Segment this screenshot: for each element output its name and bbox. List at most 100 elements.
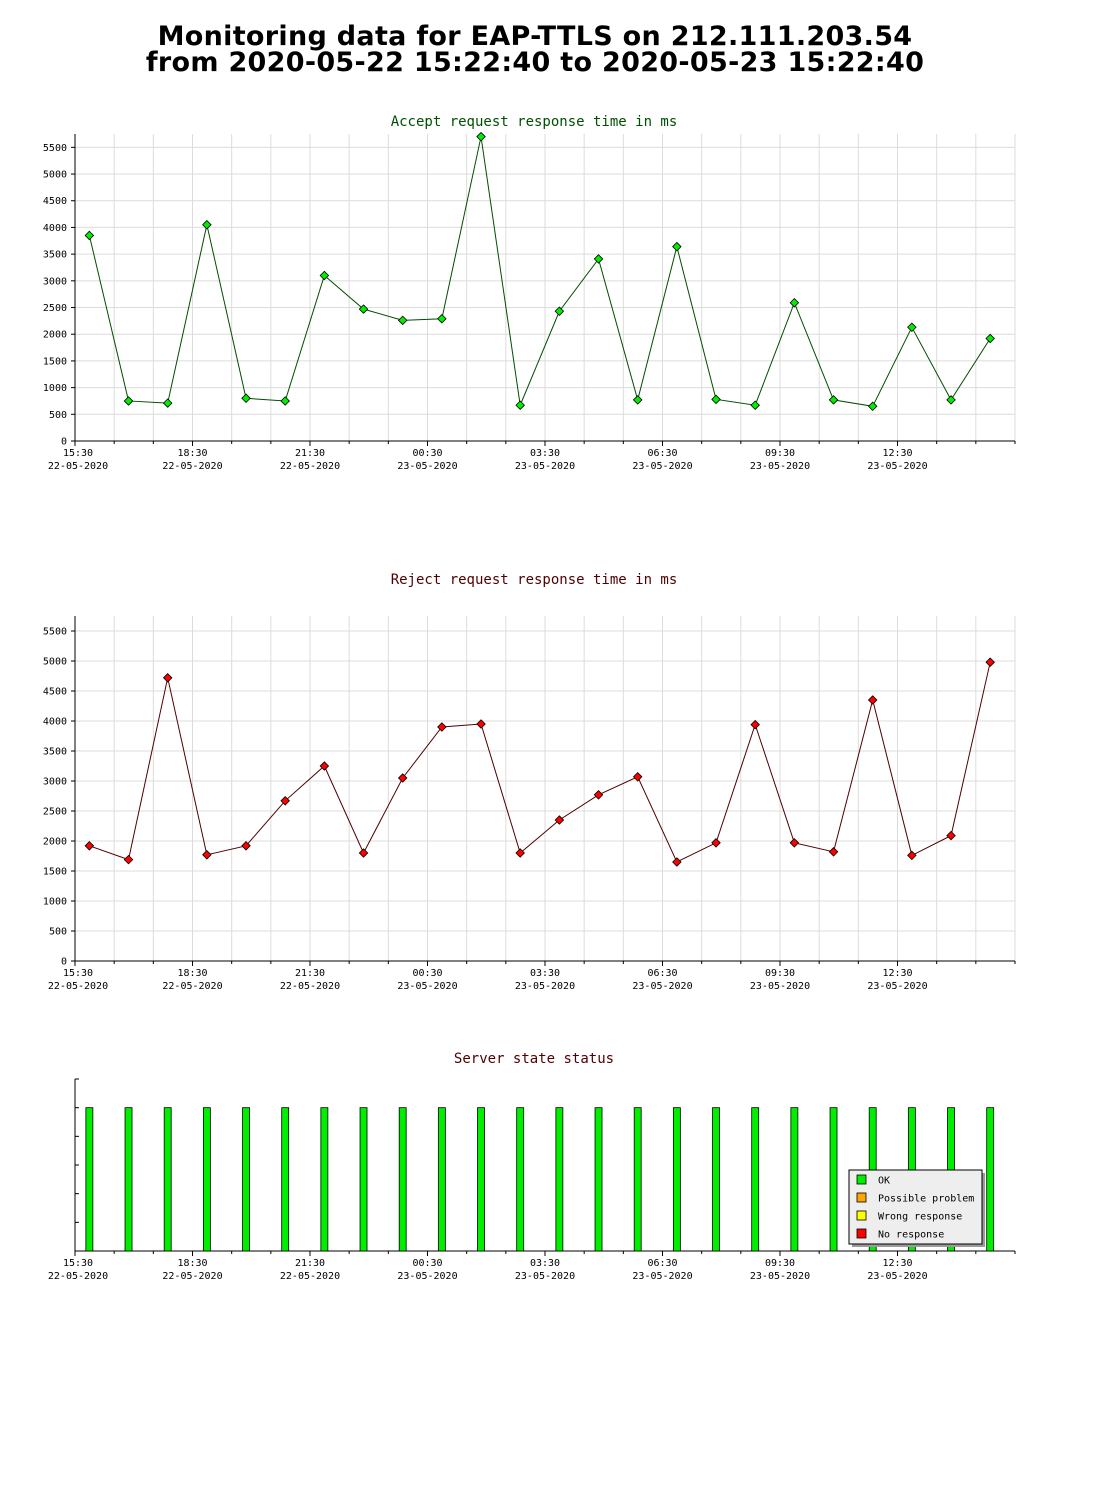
status-bar (124, 1107, 133, 1252)
y-tick-label: 0 (61, 437, 67, 448)
data-point (554, 815, 565, 825)
y-tick-label: 1500 (43, 356, 67, 367)
x-tick-time-label: 09:30 (765, 1258, 795, 1269)
y-tick-label: 2000 (43, 837, 67, 848)
x-tick-date-label: 23-05-2020 (515, 461, 575, 472)
x-tick-date-label: 23-05-2020 (867, 981, 927, 992)
data-point (84, 841, 95, 851)
data-point (515, 400, 525, 410)
chart-title: Server state status (454, 1051, 614, 1067)
data-point (319, 270, 330, 281)
x-tick-time-label: 00:30 (412, 448, 442, 459)
status-bar (672, 1107, 681, 1252)
x-tick-time-label: 00:30 (412, 968, 442, 979)
legend-label: OK (878, 1176, 890, 1187)
x-tick-time-label: 09:30 (765, 968, 795, 979)
x-tick-date-label: 22-05-2020 (48, 461, 108, 472)
y-tick-label: 2500 (43, 807, 67, 818)
x-tick-date-label: 23-05-2020 (632, 981, 692, 992)
x-tick-time-label: 15:30 (63, 448, 93, 459)
status-bar (986, 1107, 995, 1252)
data-point (476, 719, 486, 729)
x-tick-time-label: 06:30 (647, 968, 677, 979)
data-point (593, 790, 604, 800)
y-tick-label: 1000 (43, 897, 67, 908)
x-tick-time-label: 12:30 (882, 448, 912, 459)
x-tick-date-label: 23-05-2020 (867, 1271, 927, 1282)
x-tick-date-label: 23-05-2020 (397, 1271, 457, 1282)
data-point (750, 719, 760, 730)
x-tick-date-label: 23-05-2020 (750, 461, 810, 472)
y-tick-label: 5500 (43, 143, 67, 154)
y-tick-label: 5500 (43, 627, 67, 638)
data-point (84, 230, 95, 241)
data-point (593, 254, 604, 264)
y-tick-label: 500 (49, 410, 67, 421)
x-tick-date-label: 22-05-2020 (162, 1271, 222, 1282)
status-bar (555, 1107, 564, 1252)
data-point (828, 847, 839, 857)
status-bar (477, 1107, 485, 1252)
data-point (632, 395, 643, 405)
status-bar (712, 1107, 720, 1252)
data-point (554, 306, 565, 317)
data-point (358, 848, 369, 858)
status-bar (281, 1107, 290, 1252)
page-title-line-2: from 2020-05-22 15:22:40 to 2020-05-23 1… (145, 47, 925, 78)
data-point (867, 695, 878, 705)
data-point (907, 322, 917, 333)
status-bar (633, 1107, 642, 1252)
x-tick-date-label: 22-05-2020 (48, 1271, 108, 1282)
x-tick-time-label: 03:30 (530, 968, 560, 979)
data-point (241, 841, 251, 851)
status-bar (359, 1107, 368, 1252)
legend-swatch (856, 1210, 867, 1221)
y-tick-label: 5000 (43, 657, 67, 668)
data-point (437, 313, 447, 324)
x-tick-time-label: 06:30 (647, 1258, 677, 1269)
x-tick-time-label: 12:30 (882, 968, 912, 979)
x-tick-time-label: 15:30 (63, 1258, 93, 1269)
status-bar (398, 1107, 407, 1252)
data-point (162, 673, 173, 683)
data-point (672, 857, 682, 867)
x-tick-time-label: 18:30 (177, 448, 207, 459)
y-tick-label: 3500 (43, 250, 67, 261)
status-bar (163, 1107, 172, 1252)
y-tick-label: 2500 (43, 303, 67, 314)
series-line (89, 662, 991, 863)
x-tick-date-label: 22-05-2020 (280, 1271, 340, 1282)
y-tick-label: 4500 (43, 196, 67, 207)
data-point (280, 796, 290, 806)
data-point (946, 830, 956, 841)
x-tick-date-label: 22-05-2020 (280, 461, 340, 472)
legend-box (848, 1169, 983, 1245)
x-tick-date-label: 22-05-2020 (48, 981, 108, 992)
data-point (280, 396, 290, 406)
data-point (123, 396, 134, 406)
status-bar (85, 1107, 94, 1252)
x-tick-time-label: 03:30 (530, 448, 560, 459)
y-tick-label: 2000 (43, 330, 67, 341)
data-point (397, 315, 408, 326)
legend-swatch (856, 1192, 867, 1203)
x-tick-date-label: 23-05-2020 (867, 461, 927, 472)
y-tick-label: 1000 (43, 383, 67, 394)
x-tick-time-label: 09:30 (765, 448, 795, 459)
x-tick-date-label: 22-05-2020 (162, 461, 222, 472)
status-bar (202, 1107, 211, 1252)
y-tick-label: 3000 (43, 276, 67, 287)
legend-swatch (856, 1174, 867, 1185)
x-tick-time-label: 15:30 (63, 968, 93, 979)
chart-title: Accept request response time in ms (391, 114, 678, 130)
legend-label: No response (878, 1230, 944, 1241)
data-point (750, 400, 760, 410)
page-title: Monitoring data for EAP-TTLS on 212.111.… (0, 23, 1070, 78)
data-point (476, 131, 486, 142)
data-point (319, 761, 330, 771)
x-tick-date-label: 23-05-2020 (750, 1271, 810, 1282)
data-point (907, 850, 917, 861)
y-tick-label: 5000 (43, 170, 67, 181)
chart-title: Reject request response time in ms (391, 572, 678, 588)
y-tick-label: 3000 (43, 777, 67, 788)
